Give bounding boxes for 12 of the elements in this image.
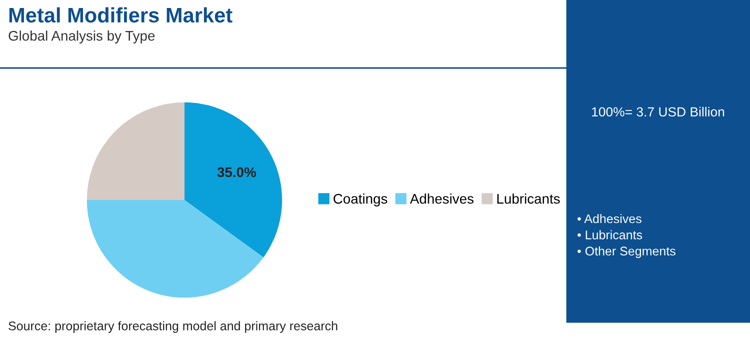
chart-subtitle: Global Analysis by Type (8, 30, 155, 44)
legend-label: Coatings (334, 194, 388, 206)
text: • Adhesives • Lubricants • Other Segments (577, 214, 676, 258)
chart-title: Metal Modifiers Market (9, 7, 232, 23)
text: 100%= 3.7 USD Billion (592, 106, 724, 117)
pie-slice (86, 200, 264, 298)
legend-label: Adhesives (410, 194, 474, 204)
legend-label: Lubricants (497, 194, 560, 204)
pie-slice (86, 102, 184, 200)
data-label: 35.0% (217, 167, 256, 178)
pie-slice (184, 102, 282, 258)
source-note: Source: proprietary forecasting model and primary research (8, 321, 338, 333)
